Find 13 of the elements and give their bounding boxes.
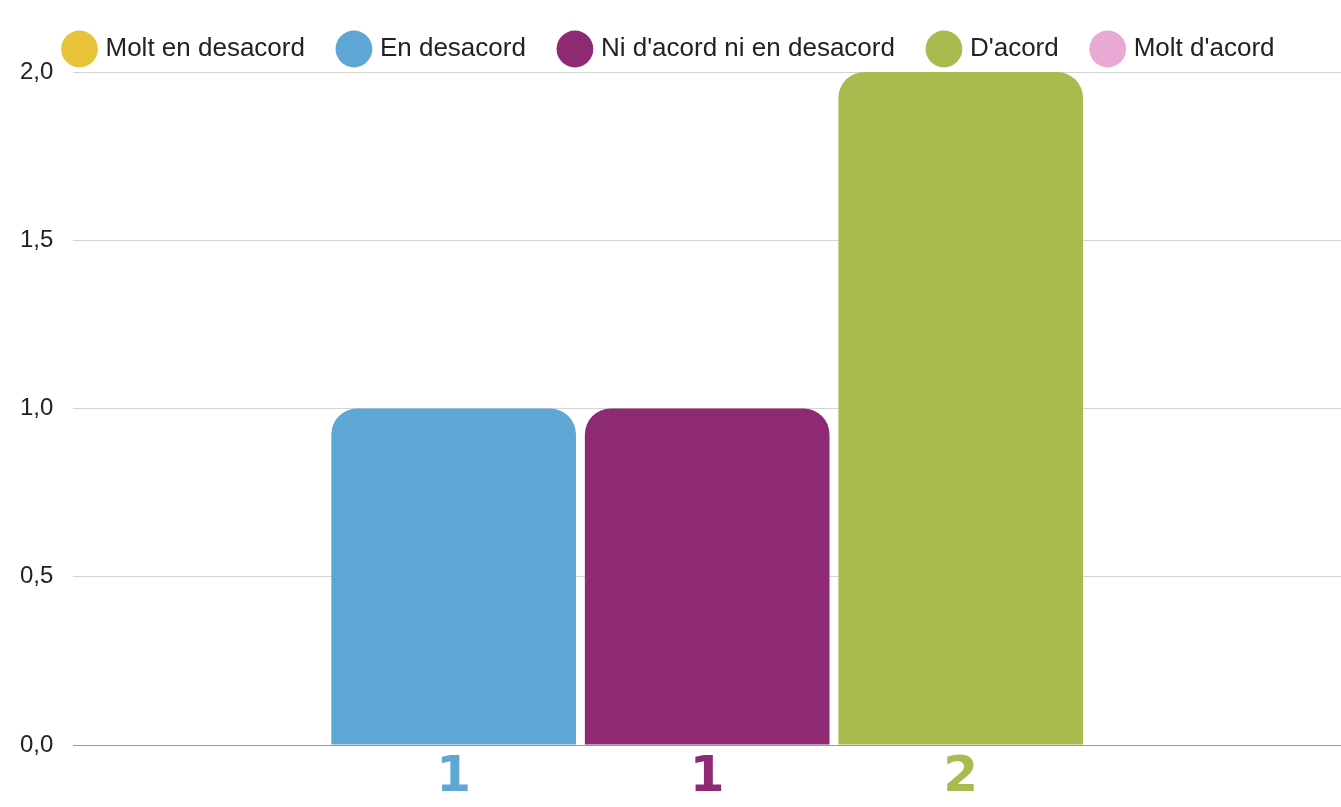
data-label: 1 [689,744,725,803]
y-tick-label: 1,0 [19,393,54,421]
legend-label: Molt d'acord [1133,32,1275,63]
y-tick-label: 2,0 [19,56,54,84]
data-label: 1 [436,744,472,803]
data-label: 2 [943,744,979,803]
legend-label: En desacord [379,32,526,63]
y-tick-label: 0,0 [19,729,54,757]
legend-label: Ni d'acord ni en desacord [600,32,895,63]
legend-label: D'acord [969,32,1059,63]
y-tick-label: 0,5 [19,561,54,589]
y-tick-label: 1,5 [19,224,54,252]
legend-label: Molt en desacord [105,32,305,63]
